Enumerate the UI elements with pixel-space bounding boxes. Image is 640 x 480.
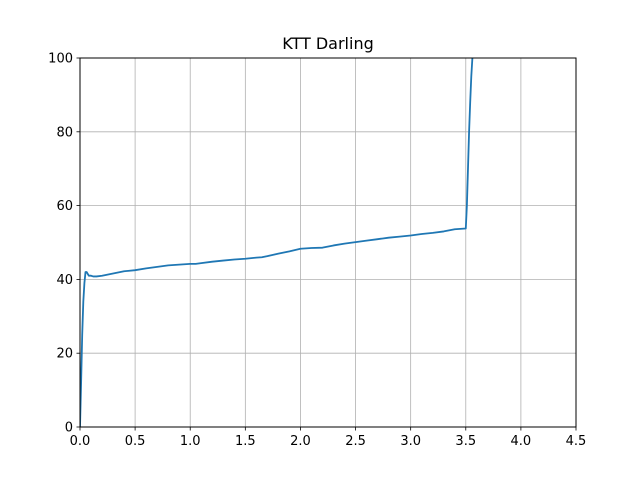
chart-title: KTT Darling — [282, 34, 374, 53]
x-tick-label: 0.0 — [70, 434, 91, 449]
y-tick-label: 20 — [56, 347, 73, 362]
x-tick-label: 0.5 — [125, 434, 146, 449]
ticks: 0.0 0.5 1.0 1.5 2.0 2.5 3.0 3.5 4.0 4.5 0 20 40 60 80 1… — [48, 52, 586, 450]
series-group — [80, 58, 474, 427]
x-tick-label: 1.5 — [235, 434, 256, 449]
x-tick-label: 3.0 — [400, 434, 421, 449]
series-line-0 — [80, 58, 474, 427]
x-tick-label: 4.0 — [511, 434, 532, 449]
x-tick-label: 1.0 — [180, 434, 201, 449]
y-tick-label: 80 — [56, 125, 73, 140]
x-tick-label: 2.5 — [345, 434, 366, 449]
y-tick-label: 40 — [56, 273, 73, 288]
x-tick-label: 2.0 — [290, 434, 311, 449]
y-tick-label: 0 — [65, 421, 73, 436]
x-tick-label: 4.5 — [566, 434, 587, 449]
plot-area-background — [80, 58, 576, 427]
y-tick-label: 100 — [48, 52, 73, 67]
y-tick-label: 60 — [56, 199, 73, 214]
x-tick-label: 3.5 — [455, 434, 476, 449]
plot-frame — [79, 57, 577, 428]
